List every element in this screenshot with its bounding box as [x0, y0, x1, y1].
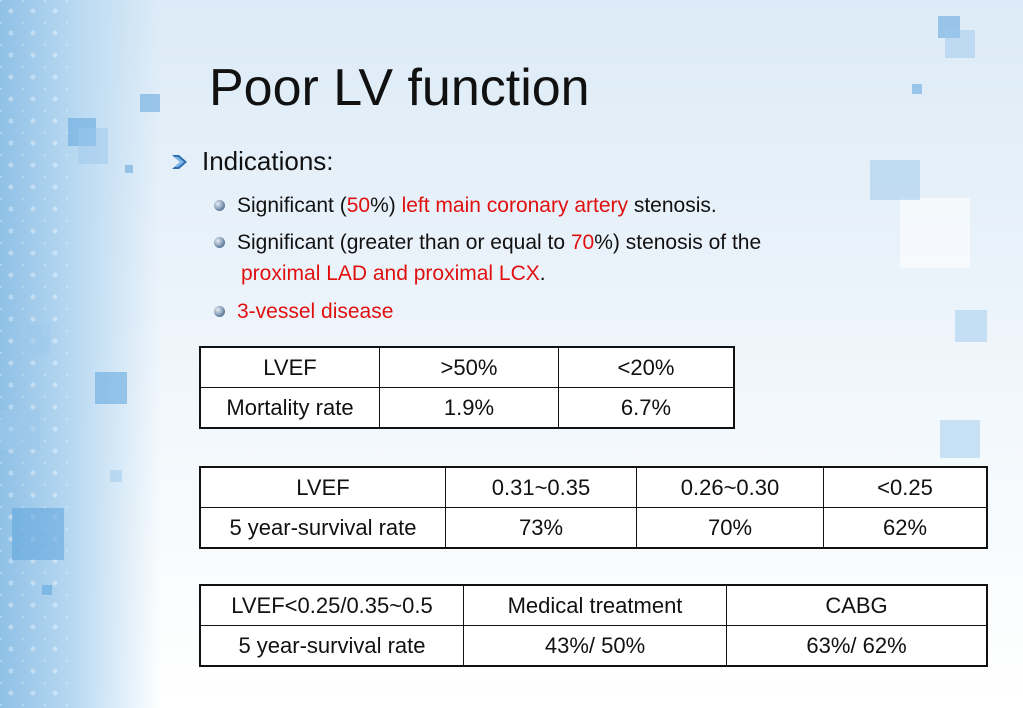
mortality-table: LVEF >50% <20% Mortality rate 1.9% 6.7% [199, 346, 735, 429]
bullet-text: stenosis. [628, 194, 717, 217]
table-row: 5 year-survival rate 43%/ 50% 63%/ 62% [199, 625, 988, 667]
table-cell: 63%/ 62% [726, 625, 988, 667]
decor-square [0, 410, 40, 450]
decor-square [912, 84, 922, 94]
decor-square [20, 325, 50, 355]
table-cell: 5 year-survival rate [199, 625, 464, 667]
table-row: LVEF 0.31~0.35 0.26~0.30 <0.25 [199, 466, 988, 508]
table-cell: <0.25 [823, 466, 988, 508]
decor-square [140, 94, 160, 112]
table-cell: 0.26~0.30 [636, 466, 824, 508]
table-cell: Mortality rate [199, 387, 380, 429]
decor-square [125, 165, 133, 173]
table-cell: 73% [445, 507, 637, 549]
table-row: 5 year-survival rate 73% 70% 62% [199, 507, 988, 549]
decor-square [955, 310, 987, 342]
bullet-text: Significant (greater than or equal to [237, 231, 571, 254]
bullet-number: 50 [346, 194, 371, 217]
decor-square [95, 372, 127, 404]
table-cell: LVEF [199, 466, 446, 508]
decor-square [12, 508, 64, 560]
decor-square [870, 160, 920, 200]
decor-square [945, 30, 975, 58]
table-cell: 62% [823, 507, 988, 549]
table-cell: LVEF [199, 346, 380, 388]
bullet-dot-icon [214, 237, 225, 248]
chevron-right-icon [172, 154, 187, 169]
bullet-lad-lcx: Significant (greater than or equal to 70… [214, 227, 904, 289]
table-cell: >50% [379, 346, 559, 388]
survival-table: LVEF 0.31~0.35 0.26~0.30 <0.25 5 year-su… [199, 466, 988, 549]
table-cell: 1.9% [379, 387, 559, 429]
bullet-number: 70 [570, 231, 595, 254]
table-cell: 0.31~0.35 [445, 466, 637, 508]
bullet-dot-icon [214, 200, 225, 211]
table-cell: LVEF<0.25/0.35~0.5 [199, 584, 464, 626]
table-cell: 6.7% [558, 387, 735, 429]
table-cell: 70% [636, 507, 824, 549]
indications-label: Indications: [202, 146, 334, 176]
bullet-text: %) [370, 194, 402, 217]
indications-heading: Indications: [170, 146, 334, 177]
table-cell: 43%/ 50% [463, 625, 727, 667]
table-cell: 5 year-survival rate [199, 507, 446, 549]
table-row: LVEF >50% <20% [199, 346, 735, 388]
bullet-left-main: Significant (50%) left main coronary art… [214, 190, 717, 221]
bullet-highlight: left main coronary artery [401, 194, 628, 217]
decor-square [78, 128, 108, 164]
bullet-text: %) stenosis of the [594, 231, 762, 254]
bullet-3-vessel: 3-vessel disease [214, 296, 393, 327]
table-row: Mortality rate 1.9% 6.7% [199, 387, 735, 429]
decor-square [110, 470, 122, 482]
treatment-comparison-table: LVEF<0.25/0.35~0.5 Medical treatment CAB… [199, 584, 988, 667]
table-cell: CABG [726, 584, 988, 626]
decor-square [900, 198, 970, 268]
bullet-dot-icon [214, 306, 225, 317]
slide-title: Poor LV function [209, 59, 590, 117]
table-cell: <20% [558, 346, 735, 388]
bullet-highlight: 3-vessel disease [237, 300, 394, 323]
decor-square [42, 585, 52, 595]
table-row: LVEF<0.25/0.35~0.5 Medical treatment CAB… [199, 584, 988, 626]
bullet-text: Significant ( [237, 194, 347, 217]
decor-square [940, 420, 980, 458]
bullet-text: . [539, 262, 546, 285]
bullet-highlight: proximal LAD and proximal LCX [241, 262, 540, 285]
table-cell: Medical treatment [463, 584, 727, 626]
